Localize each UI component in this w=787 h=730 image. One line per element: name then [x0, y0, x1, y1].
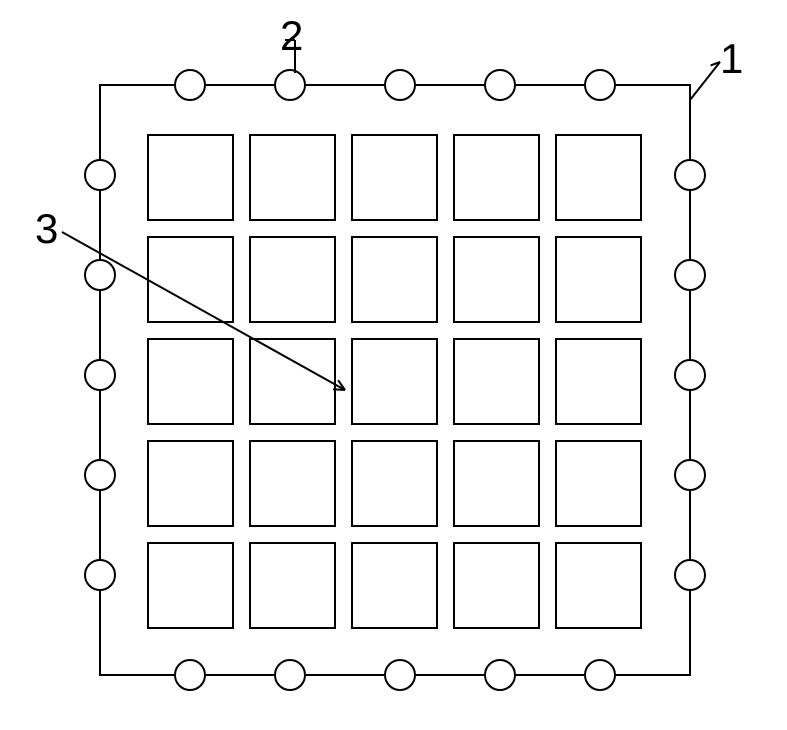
callout-label-2: 2 [280, 12, 303, 60]
callout-label-3: 3 [35, 205, 58, 253]
callout-label-1: 1 [720, 35, 743, 83]
diagram-canvas: 1 2 3 [0, 0, 787, 730]
diagram-svg [0, 0, 787, 730]
